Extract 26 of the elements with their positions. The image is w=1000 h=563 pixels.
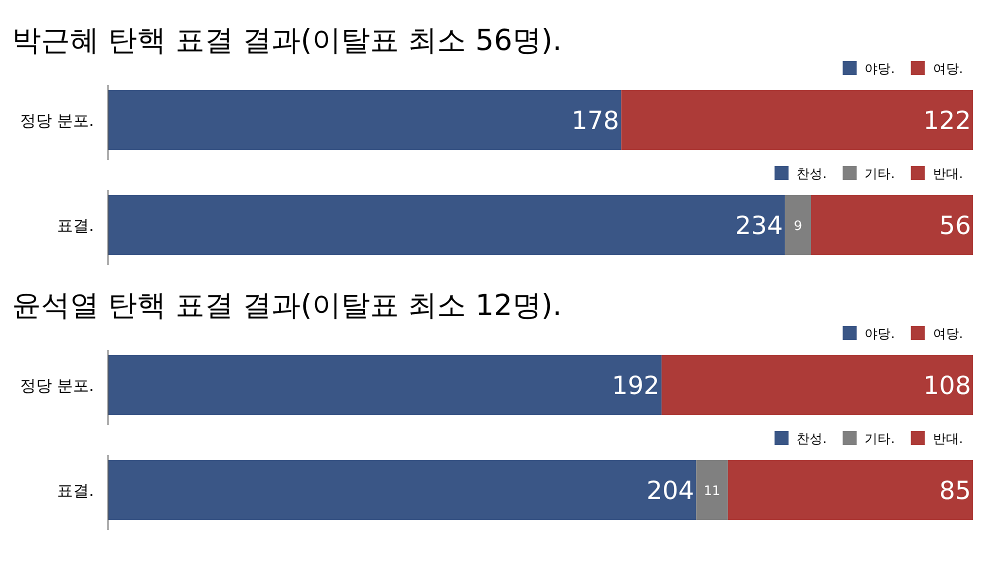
legend-label: 기타.	[864, 167, 895, 182]
legend-label: 찬성.	[796, 167, 827, 182]
data-label: 122	[923, 106, 971, 135]
data-label: 204	[646, 476, 694, 505]
legend-label: 여당.	[932, 327, 963, 342]
legend-label: 찬성.	[796, 432, 827, 447]
data-label: 85	[939, 476, 971, 505]
legend-label: 여당.	[932, 62, 963, 77]
chart-title: 윤석열 탄핵 표결 결과(이탈표 최소 12명).	[12, 288, 562, 322]
legend-label: 야당.	[864, 327, 895, 342]
data-label: 11	[704, 484, 720, 499]
legend-label: 반대.	[932, 432, 963, 447]
legend-label: 기타.	[864, 432, 895, 447]
data-label: 108	[923, 371, 971, 400]
y-tick-label: 표결.	[56, 216, 94, 235]
data-label: 9	[794, 219, 802, 234]
data-label: 234	[735, 211, 783, 240]
legend-label: 야당.	[864, 62, 895, 77]
y-tick-label: 표결.	[56, 481, 94, 500]
data-label: 192	[612, 371, 660, 400]
data-label: 178	[572, 106, 620, 135]
data-label: 56	[939, 211, 971, 240]
y-tick-label: 정당 분포.	[20, 111, 94, 130]
chart-title: 박근혜 탄핵 표결 결과(이탈표 최소 56명).	[12, 23, 562, 57]
legend-label: 반대.	[932, 167, 963, 182]
y-tick-label: 정당 분포.	[20, 376, 94, 395]
